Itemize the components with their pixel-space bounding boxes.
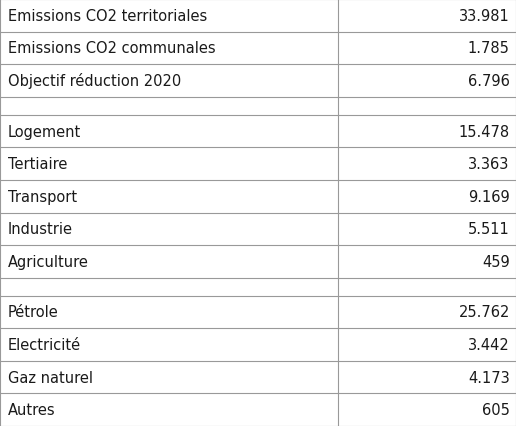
Text: 15.478: 15.478 [459,124,510,139]
Text: Emissions CO2 territoriales: Emissions CO2 territoriales [8,9,207,24]
Text: 4.173: 4.173 [468,370,510,385]
Text: 605: 605 [482,402,510,417]
Text: Electricité: Electricité [8,337,81,352]
Text: 25.762: 25.762 [458,305,510,320]
Text: 9.169: 9.169 [468,189,510,204]
Text: Autres: Autres [8,402,55,417]
Text: Industrie: Industrie [8,222,73,237]
Text: 33.981: 33.981 [459,9,510,24]
Text: Objectif réduction 2020: Objectif réduction 2020 [8,73,181,89]
Text: 6.796: 6.796 [468,74,510,89]
Text: 459: 459 [482,254,510,269]
Text: Transport: Transport [8,189,77,204]
Text: 3.442: 3.442 [468,337,510,352]
Text: Agriculture: Agriculture [8,254,89,269]
Text: Gaz naturel: Gaz naturel [8,370,93,385]
Text: 5.511: 5.511 [468,222,510,237]
Text: Pétrole: Pétrole [8,305,58,320]
Text: Emissions CO2 communales: Emissions CO2 communales [8,41,215,56]
Text: Tertiaire: Tertiaire [8,157,67,172]
Text: Logement: Logement [8,124,81,139]
Text: 3.363: 3.363 [469,157,510,172]
Text: 1.785: 1.785 [468,41,510,56]
